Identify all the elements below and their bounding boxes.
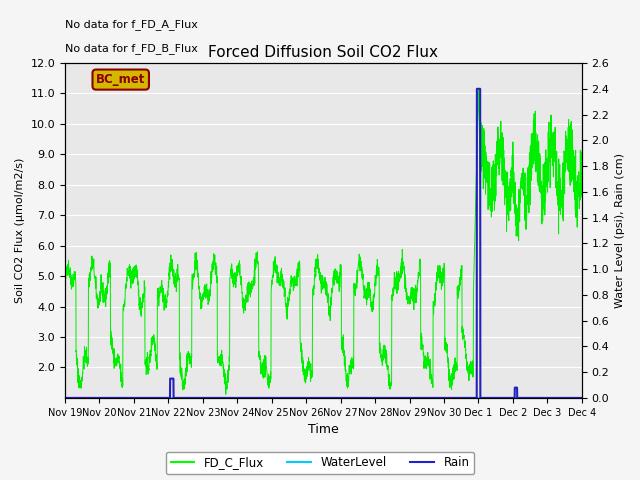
Text: No data for f_FD_B_Flux: No data for f_FD_B_Flux: [65, 43, 198, 54]
X-axis label: Time: Time: [308, 423, 339, 436]
Text: No data for f_FD_A_Flux: No data for f_FD_A_Flux: [65, 20, 198, 30]
Y-axis label: Water Level (psi), Rain (cm): Water Level (psi), Rain (cm): [615, 153, 625, 308]
Text: BC_met: BC_met: [96, 73, 145, 86]
Y-axis label: Soil CO2 Flux (μmol/m2/s): Soil CO2 Flux (μmol/m2/s): [15, 158, 25, 303]
Title: Forced Diffusion Soil CO2 Flux: Forced Diffusion Soil CO2 Flux: [209, 46, 438, 60]
Legend: FD_C_Flux, WaterLevel, Rain: FD_C_Flux, WaterLevel, Rain: [166, 452, 474, 474]
